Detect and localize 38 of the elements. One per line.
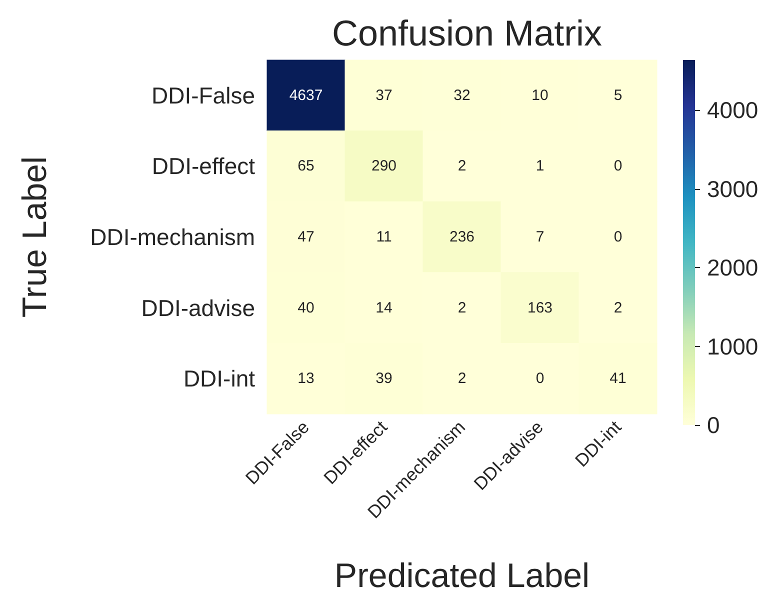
color-bar-label: 4000 [707, 97, 758, 124]
data-label: 0 [614, 228, 622, 246]
color-bar-label: 1000 [707, 333, 758, 360]
y-tick-label: DDI-mechanism [90, 224, 255, 250]
data-label: 37 [376, 86, 392, 104]
data-label: 2 [458, 370, 466, 388]
y-tick-label: DDI-int [183, 366, 256, 392]
y-tick-label: DDI-advise [141, 294, 255, 321]
chart-title: Confusion Matrix [332, 12, 602, 54]
data-label: 0 [614, 158, 622, 175]
data-label: 2 [458, 158, 466, 175]
y-axis-title: True Label [16, 156, 54, 318]
color-bar-label: 0 [707, 412, 720, 438]
data-label: 14 [376, 299, 392, 316]
data-label: 7 [536, 228, 544, 246]
data-label: 2 [614, 299, 622, 316]
data-label: 10 [532, 86, 548, 104]
data-label: 40 [298, 299, 314, 316]
data-label: 163 [527, 299, 553, 316]
data-label: 47 [298, 228, 314, 246]
data-label: 65 [298, 158, 314, 175]
data-label: 5 [614, 86, 622, 104]
data-label: 290 [371, 158, 397, 175]
y-tick-label: DDI-effect [152, 153, 256, 180]
data-label: 236 [449, 228, 475, 246]
data-label: 11 [376, 228, 392, 246]
data-label: 0 [536, 370, 544, 388]
data-label: 4637 [289, 86, 323, 104]
y-tick-label: DDI-False [151, 82, 255, 108]
data-label: 32 [454, 86, 470, 104]
color-bar-label: 3000 [707, 176, 758, 202]
data-label: 1 [536, 158, 544, 175]
color-bar-label: 2000 [707, 254, 758, 281]
data-label: 2 [458, 299, 466, 316]
data-label: 41 [610, 370, 626, 388]
data-label: 39 [376, 370, 392, 388]
data-label: 13 [298, 370, 314, 388]
x-axis-title: Predicated Label [334, 557, 590, 595]
